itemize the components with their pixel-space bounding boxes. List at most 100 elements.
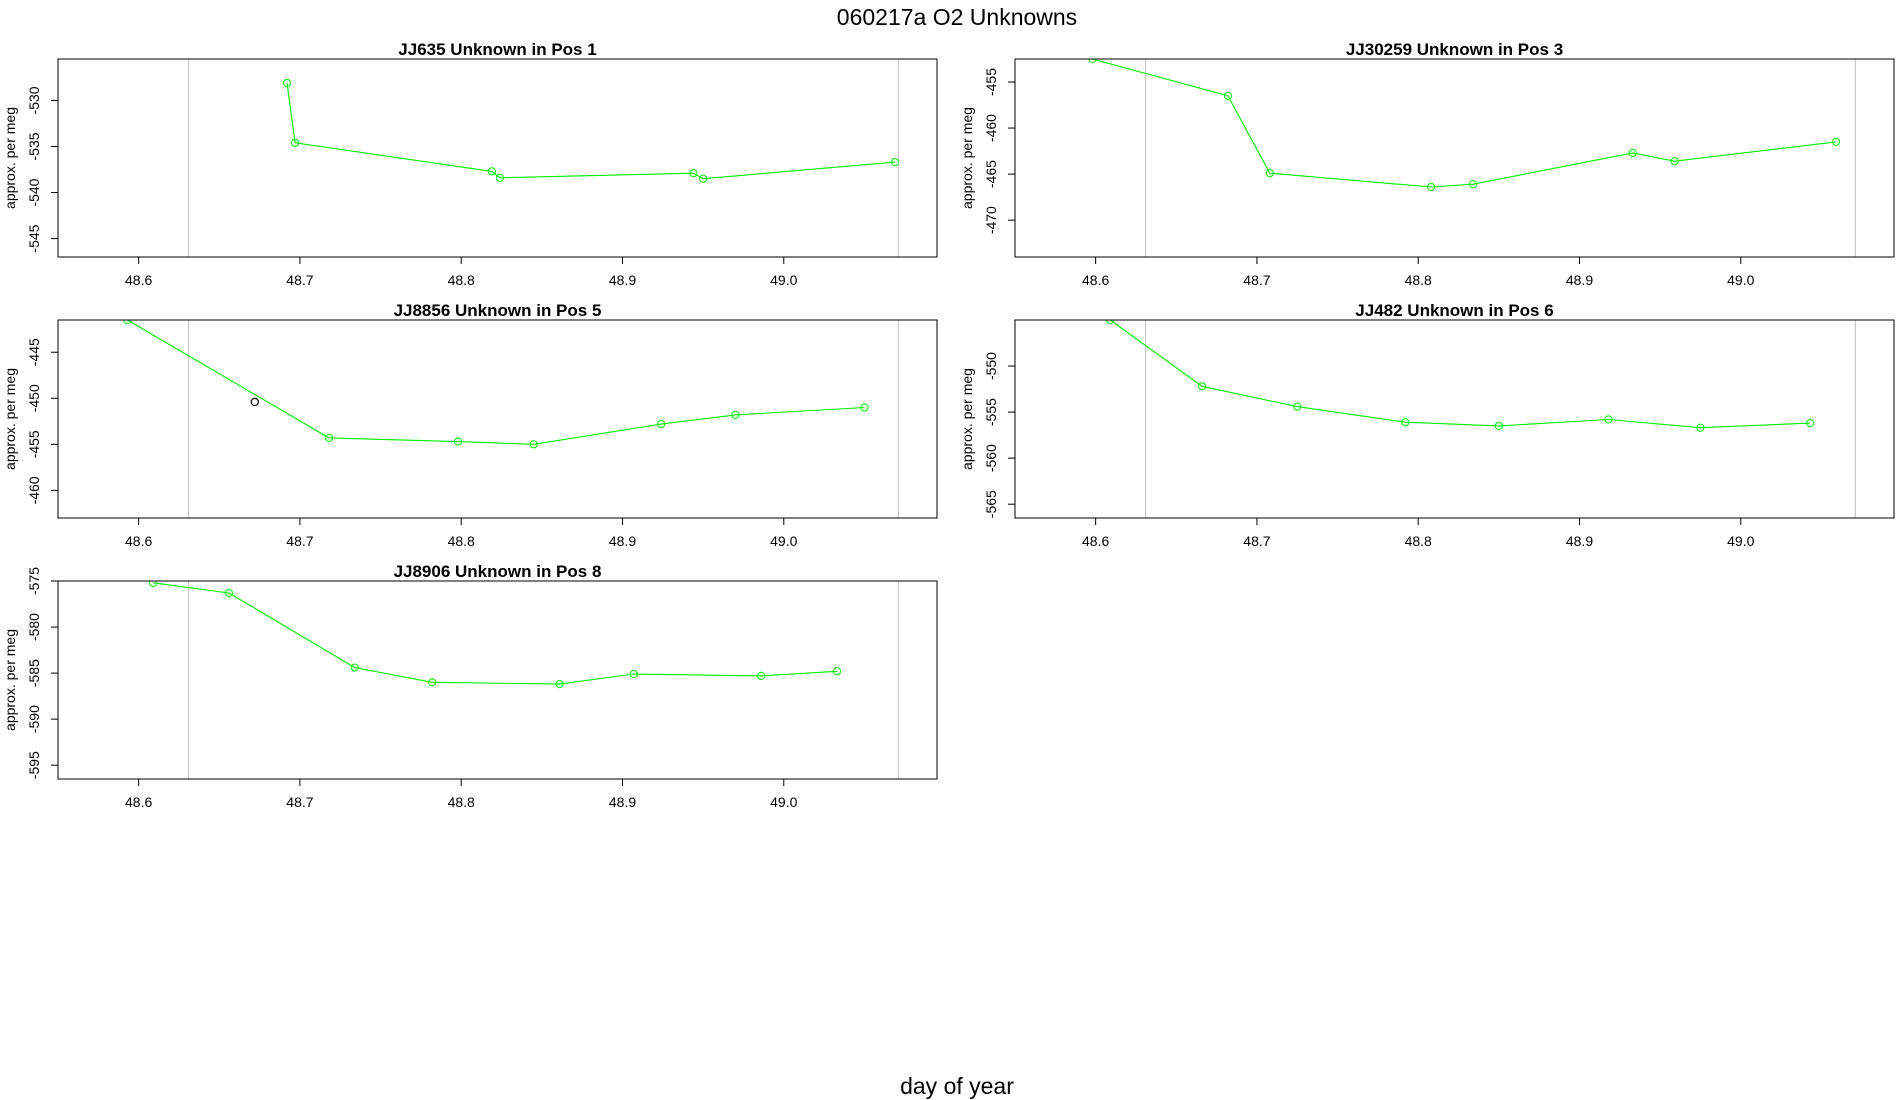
panel-title: JJ30259 Unknown in Pos 3 xyxy=(1346,40,1563,59)
plot-frame xyxy=(57,58,938,258)
data-point xyxy=(699,174,708,183)
x-tick-label: 48.7 xyxy=(1243,272,1270,288)
data-point xyxy=(1427,182,1436,192)
x-tick-label: 48.8 xyxy=(1405,533,1432,549)
series-line xyxy=(1092,59,1836,188)
y-tick-label: -450 xyxy=(26,384,42,412)
data-point xyxy=(224,588,234,598)
data-point xyxy=(350,663,359,672)
series xyxy=(1106,320,1815,432)
data-point xyxy=(529,440,538,449)
series xyxy=(123,320,869,449)
x-tick-label: 48.8 xyxy=(448,272,475,288)
x-tick-label: 48.6 xyxy=(125,533,152,549)
y-tick-label: -545 xyxy=(26,224,42,252)
x-axis-label: day of year xyxy=(900,1073,1014,1099)
y-tick-label: -470 xyxy=(983,206,999,234)
y-tick-label: -585 xyxy=(26,659,42,687)
data-point xyxy=(1628,148,1637,158)
main-title: 060217a O2 Unknowns xyxy=(837,4,1077,30)
plot-frame xyxy=(1014,58,1895,258)
data-point xyxy=(453,437,463,446)
series-line xyxy=(1109,320,1811,429)
panel-title: JJ8906 Unknown in Pos 8 xyxy=(394,562,602,581)
y-tick-label: -465 xyxy=(983,160,999,188)
x-tick-label: 49.0 xyxy=(770,272,797,288)
series xyxy=(1088,59,1841,192)
y-tick-label: -460 xyxy=(26,476,42,504)
data-point xyxy=(324,433,334,442)
data-point xyxy=(1401,418,1410,427)
x-tick-label: 48.8 xyxy=(448,533,475,549)
x-tick-label: 48.9 xyxy=(1566,533,1593,549)
data-point xyxy=(1806,419,1815,428)
plot-frame xyxy=(57,580,938,780)
data-point xyxy=(282,78,292,88)
y-tick-label: -540 xyxy=(26,178,42,206)
x-tick-label: 48.6 xyxy=(1082,533,1109,549)
data-point xyxy=(123,320,132,325)
plot-frame xyxy=(1014,319,1895,519)
data-point xyxy=(890,158,900,167)
data-point xyxy=(1831,137,1841,146)
data-point xyxy=(1223,91,1232,100)
data-point xyxy=(757,671,766,680)
x-tick-label: 49.0 xyxy=(1727,272,1754,288)
data-point xyxy=(1468,180,1478,189)
data-point xyxy=(689,169,698,178)
series-line xyxy=(127,320,865,445)
y-tick-label: -535 xyxy=(26,132,42,160)
panel-title: JJ8856 Unknown in Pos 5 xyxy=(394,301,602,320)
data-point xyxy=(1293,402,1302,411)
x-tick-label: 48.7 xyxy=(286,272,313,288)
x-tick-label: 48.9 xyxy=(1566,272,1593,288)
y-tick-label: -550 xyxy=(983,352,999,380)
series xyxy=(149,581,842,689)
data-point xyxy=(1670,157,1679,166)
data-point xyxy=(428,678,437,687)
data-point xyxy=(290,138,300,147)
x-tick-label: 48.7 xyxy=(1243,533,1270,549)
panel-2: JJ30259 Unknown in Pos 3 48.6 48.7 48.8 48.9… xyxy=(959,40,1895,288)
y-axis-label: approx. per meg xyxy=(959,107,975,209)
y-axis-label: approx. per meg xyxy=(2,368,18,470)
x-tick-label: 49.0 xyxy=(770,794,797,810)
x-tick-label: 48.8 xyxy=(1405,272,1432,288)
x-tick-label: 48.6 xyxy=(1082,272,1109,288)
plot-frame xyxy=(57,319,938,519)
y-tick-label: -455 xyxy=(26,430,42,458)
panel-4: JJ482 Unknown in Pos 6 48.6 48.7 48.8 48.9 49… xyxy=(959,301,1895,549)
y-tick-label: -455 xyxy=(983,68,999,96)
y-axis-label: approx. per meg xyxy=(2,107,18,209)
series xyxy=(282,78,900,183)
data-point xyxy=(555,680,564,689)
series-line xyxy=(286,82,896,180)
y-tick-label: -530 xyxy=(26,86,42,114)
panel-title: JJ635 Unknown in Pos 1 xyxy=(398,40,596,59)
y-tick-label: -580 xyxy=(26,613,42,641)
data-point xyxy=(731,410,740,419)
data-point xyxy=(1265,169,1274,178)
x-tick-label: 48.9 xyxy=(609,533,636,549)
y-axis-label: approx. per meg xyxy=(2,629,18,731)
x-tick-label: 49.0 xyxy=(1727,533,1754,549)
y-tick-label: -575 xyxy=(26,567,42,595)
y-tick-label: -590 xyxy=(26,705,42,733)
x-tick-label: 48.6 xyxy=(125,272,152,288)
y-axis-label: approx. per meg xyxy=(959,368,975,470)
data-point xyxy=(487,167,496,176)
data-point xyxy=(1494,421,1503,431)
data-point xyxy=(629,669,638,679)
y-tick-label: -555 xyxy=(983,398,999,426)
data-point xyxy=(657,419,666,429)
x-tick-label: 48.9 xyxy=(609,272,636,288)
panel-1: JJ635 Unknown in Pos 1 48.6 48.7 48.8 48.9 49… xyxy=(2,40,938,288)
data-point xyxy=(832,667,842,676)
y-tick-label: -595 xyxy=(26,751,42,779)
x-tick-label: 48.6 xyxy=(125,794,152,810)
data-point xyxy=(860,403,869,412)
y-tick-label: -460 xyxy=(983,114,999,142)
panels: JJ635 Unknown in Pos 1 48.6 48.7 48.8 48.9 49… xyxy=(2,40,1895,810)
x-tick-label: 48.9 xyxy=(609,794,636,810)
